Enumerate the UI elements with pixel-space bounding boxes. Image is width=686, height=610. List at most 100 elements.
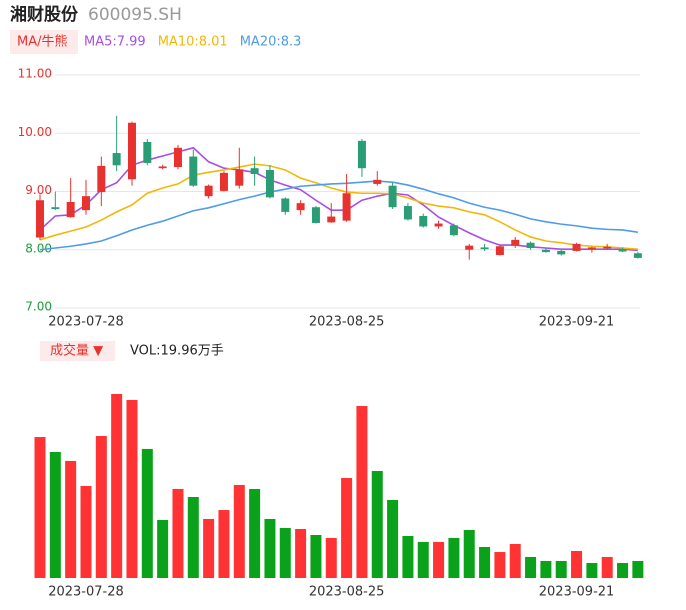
volume-bar <box>264 518 276 578</box>
y-tick-label: 11.00 <box>18 67 52 81</box>
candle-body <box>373 179 382 184</box>
candle-body <box>66 201 75 218</box>
volume-bar <box>95 435 107 578</box>
volume-bar <box>218 510 230 578</box>
candle-body <box>173 147 182 168</box>
volume-bar <box>65 460 77 578</box>
toggle-bg[interactable] <box>10 30 78 54</box>
volume-bar <box>494 552 506 578</box>
volume-bar <box>126 399 138 578</box>
volume-bar <box>187 496 199 578</box>
candle-body <box>511 239 520 246</box>
x-tick-label: 2023-08-25 <box>309 315 385 330</box>
candle-body <box>51 207 60 209</box>
x-tick-label: 2023-08-25 <box>309 585 385 600</box>
candle-body <box>327 216 336 223</box>
volume-bar <box>249 488 261 578</box>
candle-body <box>480 247 489 250</box>
candle-body <box>495 246 504 255</box>
volume-bar <box>157 519 169 578</box>
candle-body <box>112 153 121 166</box>
volume-bar <box>479 546 491 578</box>
volume-bar <box>448 537 460 578</box>
candle-body <box>143 141 152 163</box>
volume-bar <box>172 488 184 578</box>
candle-body <box>526 242 535 249</box>
volume-bar <box>632 560 644 578</box>
y-tick-label: 8.00 <box>25 241 52 255</box>
volume-bar <box>586 563 598 578</box>
x-tick-label: 2023-07-28 <box>48 315 124 330</box>
candle-body <box>219 172 228 191</box>
candle-body <box>449 225 458 236</box>
volume-bar <box>402 536 414 578</box>
y-tick-label: 10.00 <box>18 125 52 139</box>
x-tick-label: 2023-09-21 <box>539 315 615 330</box>
candle-body <box>235 169 244 186</box>
candle-body <box>557 250 566 255</box>
candle-body <box>419 215 428 227</box>
volume-bar <box>463 529 475 578</box>
candle-body <box>250 168 259 175</box>
candle-body <box>265 169 274 198</box>
stock-code: 600095.SH <box>88 5 182 25</box>
x-tick-label: 2023-07-28 <box>48 585 124 600</box>
legend-entry: MA10:8.01 <box>158 35 228 50</box>
volume-bar <box>233 484 245 578</box>
candle-body <box>633 253 642 258</box>
candle-body <box>81 196 90 211</box>
candle-body <box>618 249 627 252</box>
volume-bar <box>80 486 92 578</box>
volume-bar <box>341 477 353 578</box>
y-tick-label: 7.00 <box>25 300 52 314</box>
volume-bar <box>356 406 368 578</box>
volume-bar <box>310 534 322 578</box>
volume-bar <box>433 541 445 578</box>
volume-bar <box>571 550 583 578</box>
volume-bar <box>203 518 215 578</box>
candle-body <box>281 198 290 212</box>
volume-bar <box>525 556 537 578</box>
volume-bar <box>617 563 629 578</box>
legend-entry: MA20:8.3 <box>240 35 302 50</box>
volume-toggle-bg[interactable] <box>40 341 115 361</box>
candle-body <box>311 207 320 223</box>
x-tick-label: 2023-09-21 <box>539 585 615 600</box>
volume-bar <box>601 556 613 578</box>
candle-body <box>465 245 474 250</box>
volume-bar <box>387 499 399 578</box>
candle-body <box>388 185 397 208</box>
candle-body <box>342 193 351 221</box>
volume-legend: VOL:19.96万手 <box>130 344 224 359</box>
candle-body <box>541 249 550 253</box>
stock-name: 湘财股份 <box>10 4 79 25</box>
candle-body <box>36 200 44 238</box>
candle-body <box>189 156 198 186</box>
candle-body <box>97 165 106 193</box>
volume-bar <box>279 527 291 578</box>
volume-bar <box>49 452 61 578</box>
volume-bar <box>417 541 429 578</box>
volume-bar <box>325 537 337 578</box>
volume-bar <box>141 448 153 578</box>
candle-body <box>603 246 612 249</box>
volume-bar <box>295 529 307 578</box>
volume-bar <box>509 544 521 578</box>
volume-bar <box>540 560 552 578</box>
volume-bar <box>111 394 123 578</box>
ma-line <box>39 146 638 252</box>
volume-toggle[interactable]: 成交量 ▼ <box>50 343 103 359</box>
ma-line <box>39 180 638 251</box>
candle-body <box>204 185 213 197</box>
candle-body <box>127 122 136 180</box>
volume-bar <box>555 560 567 578</box>
candle-body <box>357 140 366 169</box>
candle-body <box>296 203 305 211</box>
candle-body <box>572 243 581 251</box>
ma-toggle[interactable]: MA/牛熊 <box>17 34 68 50</box>
legend-entry: MA5:7.99 <box>84 35 146 50</box>
candle-body <box>403 206 412 220</box>
volume-bar <box>371 471 383 578</box>
ma-line <box>39 163 638 250</box>
